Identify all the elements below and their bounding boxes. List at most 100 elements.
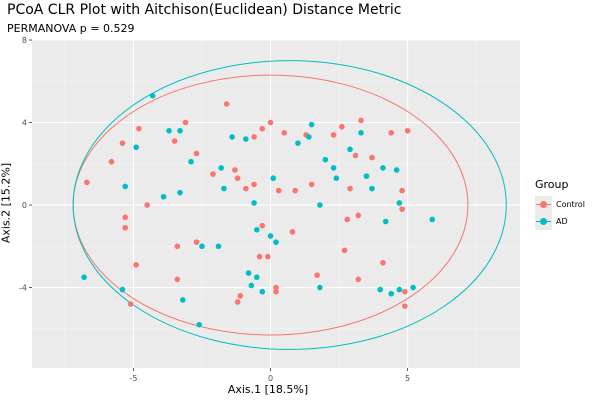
point-control xyxy=(402,288,408,295)
point-ad xyxy=(179,297,186,303)
point-control xyxy=(273,284,279,291)
point-ad xyxy=(380,165,386,171)
point-ad xyxy=(218,165,224,171)
point-ad xyxy=(317,202,323,208)
point-control xyxy=(330,132,337,138)
point-control xyxy=(251,134,257,140)
point-control xyxy=(133,262,139,268)
point-ad xyxy=(267,233,274,239)
point-ad xyxy=(254,274,260,281)
legend-title: Group xyxy=(535,178,569,191)
legend: Group Control AD xyxy=(535,178,585,230)
point-ad xyxy=(251,200,257,206)
point-control xyxy=(388,130,394,136)
point-control xyxy=(182,119,189,126)
point-control xyxy=(289,229,296,235)
point-control xyxy=(84,179,90,186)
point-control xyxy=(243,185,249,192)
point-control xyxy=(338,123,345,130)
x-tick-label: 5 xyxy=(405,374,410,383)
point-control xyxy=(108,158,115,165)
point-control xyxy=(341,247,348,254)
point-control xyxy=(122,214,129,221)
point-control xyxy=(251,181,257,188)
point-ad xyxy=(133,144,139,151)
point-ad xyxy=(259,288,266,295)
legend-label-control: Control xyxy=(556,200,585,209)
point-ad xyxy=(295,140,301,146)
point-ad xyxy=(177,189,183,196)
point-control xyxy=(259,222,266,229)
point-ad xyxy=(254,226,260,233)
point-control xyxy=(122,224,129,231)
point-ad xyxy=(377,286,383,293)
legend-item-ad: AD xyxy=(535,213,585,230)
point-control xyxy=(174,276,181,283)
point-ad xyxy=(358,130,364,136)
legend-key-ad xyxy=(535,213,552,230)
point-control xyxy=(399,206,405,212)
point-control xyxy=(292,187,298,194)
chart-title: PCoA CLR Plot with Aitchison(Euclidean) … xyxy=(7,2,402,18)
point-control xyxy=(174,243,181,250)
point-control xyxy=(234,299,241,305)
point-control xyxy=(275,187,282,194)
point-ad xyxy=(119,286,126,293)
point-ad xyxy=(229,134,235,140)
point-control xyxy=(193,239,200,245)
y-tick-label: 4 xyxy=(22,119,27,128)
point-ad xyxy=(308,121,315,128)
point-control xyxy=(232,167,238,173)
point-ad xyxy=(215,243,222,250)
point-ad xyxy=(273,239,279,245)
legend-item-control: Control xyxy=(535,196,585,213)
point-ad xyxy=(122,183,129,190)
point-ad xyxy=(81,274,87,281)
point-ad xyxy=(388,290,394,297)
confidence-ellipses xyxy=(72,60,507,350)
x-axis-label: Axis.1 [18.5%] xyxy=(227,383,309,396)
point-control xyxy=(399,187,405,194)
point-ad xyxy=(306,134,312,140)
point-control xyxy=(210,171,216,177)
point-ad xyxy=(393,167,400,173)
point-ad xyxy=(410,284,416,291)
point-control xyxy=(223,101,230,107)
point-ad xyxy=(196,321,203,328)
y-tick-label: 8 xyxy=(22,36,27,45)
point-control xyxy=(256,253,263,260)
point-ad xyxy=(396,286,403,293)
point-ad xyxy=(199,243,205,250)
point-ad xyxy=(330,165,337,171)
point-control xyxy=(355,276,362,283)
point-control xyxy=(347,185,353,192)
legend-label-ad: AD xyxy=(556,217,568,226)
point-control xyxy=(237,292,244,299)
point-ad xyxy=(382,218,389,225)
point-control xyxy=(193,150,200,157)
chart-subtitle: PERMANOVA p = 0.529 xyxy=(7,22,135,35)
point-ad xyxy=(243,136,249,142)
point-control xyxy=(308,181,315,188)
point-ad xyxy=(347,146,353,153)
point-control xyxy=(369,154,375,161)
point-ad xyxy=(245,270,252,276)
point-control xyxy=(144,202,150,208)
point-ad xyxy=(188,158,194,165)
point-ad xyxy=(248,282,255,289)
point-control xyxy=(404,127,411,134)
point-ad xyxy=(333,175,340,182)
point-control xyxy=(352,152,359,159)
legend-key-control xyxy=(535,196,552,213)
grid-lines xyxy=(32,39,520,368)
point-ad xyxy=(270,175,277,182)
point-control xyxy=(344,216,351,223)
point-ad xyxy=(149,92,156,99)
point-ad xyxy=(221,185,227,192)
y-tick-label: -4 xyxy=(19,284,27,293)
point-control xyxy=(314,272,320,278)
point-ad xyxy=(369,185,375,192)
point-ad xyxy=(177,127,183,134)
point-control xyxy=(402,303,408,309)
